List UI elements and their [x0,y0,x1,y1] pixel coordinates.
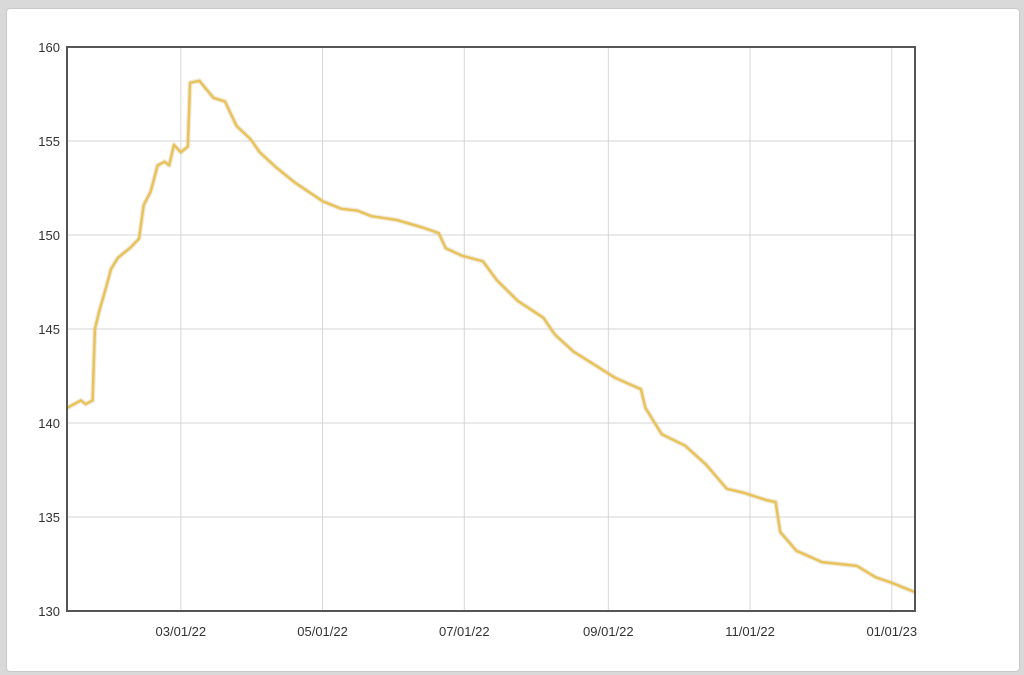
y-tick-label: 160 [38,40,60,55]
x-tick-label: 05/01/22 [297,624,348,639]
x-tick-label: 07/01/22 [439,624,490,639]
y-tick-label: 140 [38,416,60,431]
y-tick-label: 155 [38,134,60,149]
y-tick-label: 145 [38,322,60,337]
y-tick-label: 135 [38,510,60,525]
y-tick-label: 150 [38,228,60,243]
y-tick-label: 130 [38,604,60,619]
plot-frame [66,46,916,612]
x-tick-label: 11/01/22 [725,624,775,639]
x-tick-label: 09/01/22 [583,624,634,639]
x-tick-label: 01/01/23 [866,624,917,639]
x-tick-label: 03/01/22 [156,624,207,639]
